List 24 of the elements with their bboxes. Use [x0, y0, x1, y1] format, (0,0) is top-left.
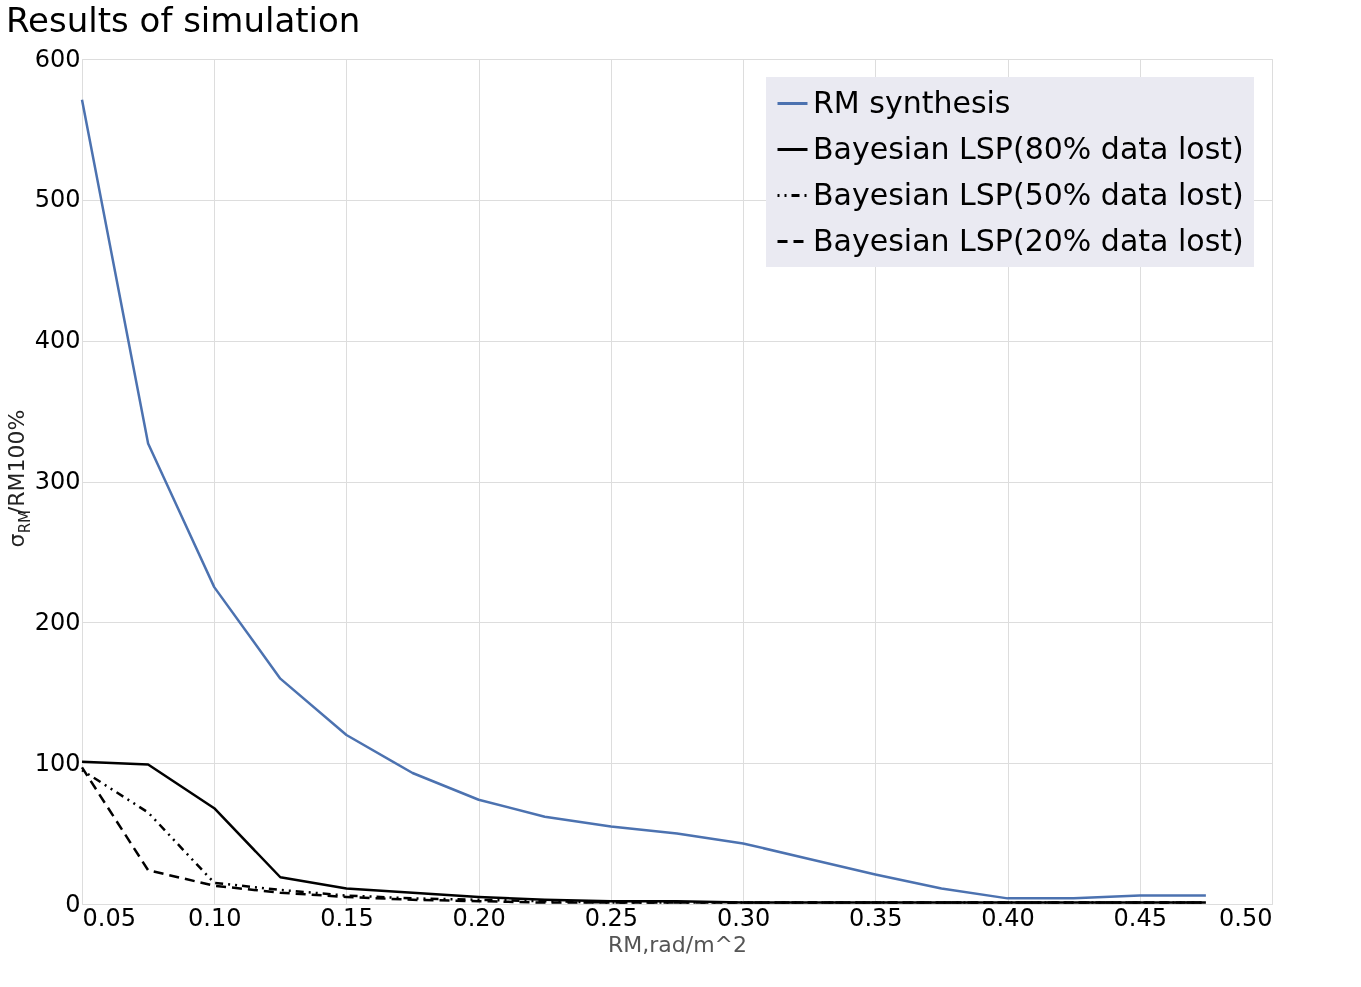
x-tick-label: 0.05: [82, 903, 136, 932]
legend-label: Bayesian LSP(80% data lost): [813, 130, 1244, 166]
y-tick-label: 200: [34, 607, 81, 636]
y-tick-label: 400: [34, 326, 81, 355]
x-tick-label: 0.35: [849, 903, 903, 932]
y-tick-label: 0: [65, 889, 81, 918]
x-tick-label: 0.30: [716, 903, 771, 932]
x-tick-label: 0.10: [188, 903, 242, 932]
x-tick-label: 0.40: [981, 903, 1035, 932]
y-tick-label: 600: [34, 44, 81, 73]
x-tick-label: 0.20: [452, 903, 506, 932]
y-tick-label: 500: [34, 185, 81, 214]
y-tick-label: 100: [34, 748, 81, 777]
x-tick-label: 0.50: [1219, 903, 1273, 932]
legend-label: RM synthesis: [813, 84, 1011, 120]
x-axis-title: RM,rad/m^2: [607, 931, 748, 957]
x-tick-label: 0.25: [584, 903, 639, 932]
y-axis-title: σRM/RM100%: [4, 409, 34, 548]
legend-label: Bayesian LSP(50% data lost): [813, 176, 1244, 212]
chart-title: Results of simulation: [6, 0, 361, 40]
x-tick-label: 0.45: [1113, 903, 1167, 932]
legend-label: Bayesian LSP(20% data lost): [813, 222, 1244, 258]
y-tick-label: 300: [34, 467, 81, 495]
x-tick-label: 0.15: [320, 903, 374, 932]
